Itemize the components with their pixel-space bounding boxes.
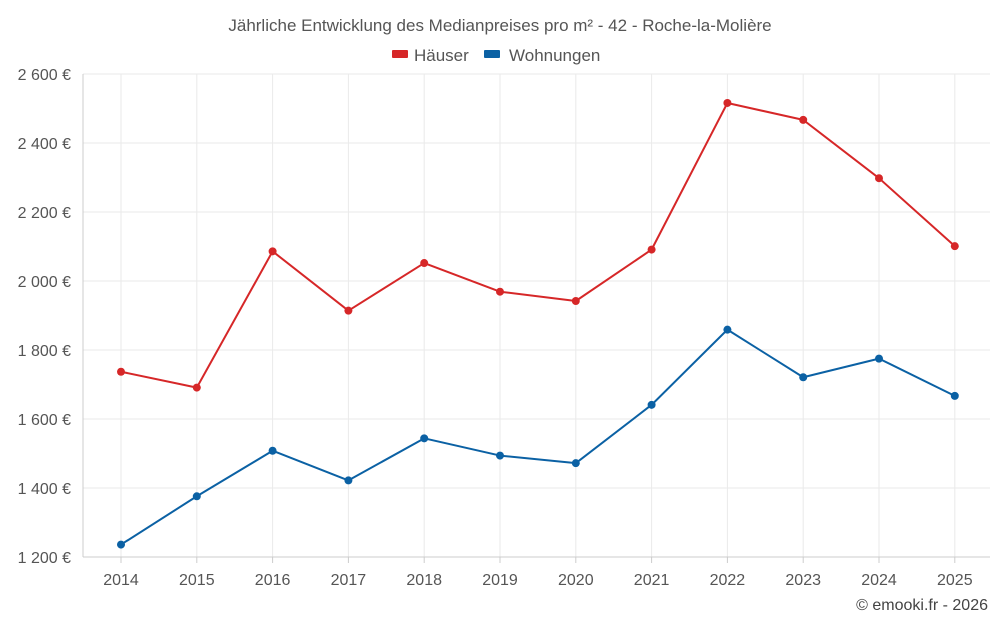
x-tick-label: 2020 [558, 572, 594, 589]
data-point[interactable] [950, 242, 959, 251]
credit-text: © emooki.fr - 2026 [856, 597, 988, 614]
data-point[interactable] [268, 247, 277, 256]
data-point[interactable] [799, 115, 808, 124]
x-tick-label: 2022 [710, 572, 746, 589]
legend-swatch [484, 50, 500, 58]
data-point[interactable] [496, 451, 504, 460]
data-point[interactable] [117, 540, 125, 549]
legend-label: Häuser [414, 46, 469, 65]
data-point[interactable] [571, 297, 580, 306]
chart-title: Jährliche Entwicklung des Medianpreises … [228, 16, 771, 35]
data-point[interactable] [192, 383, 201, 392]
x-tick-label: 2018 [406, 572, 442, 589]
x-tick-label: 2015 [179, 572, 215, 589]
series-line [120, 328, 956, 546]
legend-item[interactable]: Wohnungen [484, 46, 600, 65]
data-point[interactable] [420, 434, 429, 443]
x-tick-label: 2014 [103, 572, 139, 589]
data-point[interactable] [647, 245, 656, 254]
data-point[interactable] [723, 325, 732, 334]
data-point[interactable] [496, 287, 504, 296]
data-point[interactable] [875, 354, 883, 363]
data-series [117, 98, 959, 549]
y-tick-label: 1 200 € [18, 550, 71, 567]
data-point[interactable] [647, 400, 656, 409]
series-haeuser [117, 98, 959, 392]
legend-swatch [392, 50, 408, 58]
x-tick-label: 2021 [634, 572, 670, 589]
data-point[interactable] [950, 391, 959, 400]
x-tick-label: 2016 [255, 572, 291, 589]
y-tick-label: 2 400 € [18, 136, 71, 153]
data-point[interactable] [420, 259, 429, 268]
data-point[interactable] [344, 476, 353, 485]
x-tick-label: 2025 [937, 572, 973, 589]
x-tick-label: 2019 [482, 572, 518, 589]
series-wohnungen [117, 325, 959, 549]
data-point[interactable] [344, 306, 353, 315]
data-point[interactable] [571, 459, 580, 468]
x-tick-label: 2023 [785, 572, 821, 589]
x-tick-label: 2017 [331, 572, 367, 589]
data-point[interactable] [875, 174, 883, 183]
y-tick-label: 2 200 € [18, 205, 71, 222]
legend-label: Wohnungen [509, 46, 600, 65]
y-axis-ticks: 1 200 € 1 400 € 1 600 € 1 800 € 2 000 € 2 200… [18, 67, 71, 567]
x-tick-label: 2024 [861, 572, 897, 589]
chart-legend: Häuser Wohnungen [392, 46, 600, 65]
data-point[interactable] [268, 446, 277, 455]
x-axis-ticks: 2014 2015 2016 2017 2018 2019 2020 2021 2022 2023… [103, 557, 973, 589]
legend-item[interactable]: Häuser [392, 46, 469, 65]
series-line [120, 101, 956, 389]
data-point[interactable] [117, 367, 125, 376]
y-tick-label: 1 800 € [18, 343, 71, 360]
y-tick-label: 2 000 € [18, 274, 71, 291]
grid-lines [83, 73, 990, 557]
data-point[interactable] [799, 373, 808, 382]
data-point[interactable] [192, 492, 201, 501]
axes [82, 74, 990, 558]
y-tick-label: 1 400 € [18, 481, 71, 498]
y-tick-label: 1 600 € [18, 412, 71, 429]
data-point[interactable] [723, 98, 732, 107]
y-tick-label: 2 600 € [18, 67, 71, 84]
